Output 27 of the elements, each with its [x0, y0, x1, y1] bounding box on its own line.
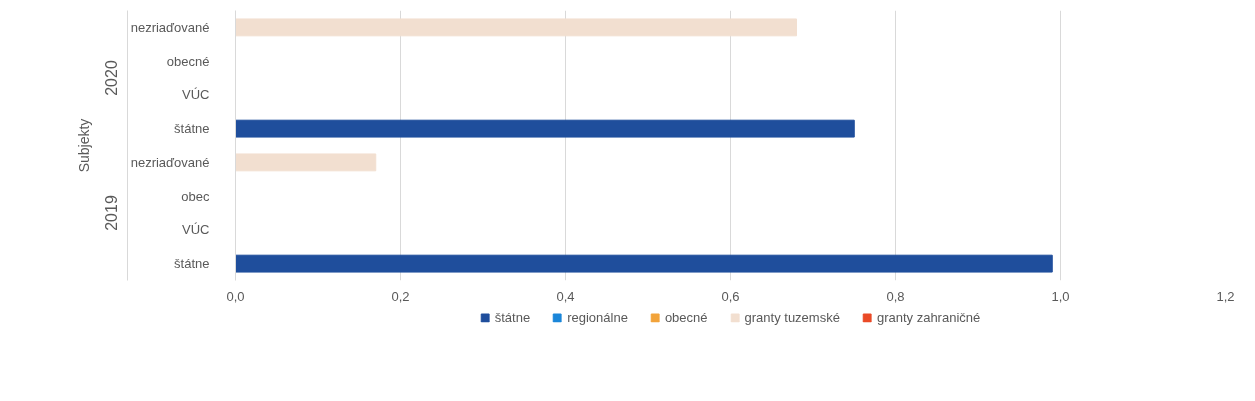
legend-label: granty zahraničné	[876, 309, 981, 325]
x-tick-label: 1,2	[1216, 288, 1235, 304]
bar	[235, 18, 797, 37]
text: 2020	[102, 60, 120, 96]
y-tick-label: obecné	[166, 53, 210, 69]
text: 2019	[102, 195, 120, 231]
y-axis-title: Subjekty	[75, 118, 92, 173]
y-tick-label: štátne	[174, 256, 210, 272]
bar	[235, 119, 855, 138]
y-tick-label: obec	[181, 188, 210, 204]
x-tick-label: 0,6	[721, 288, 740, 304]
legend-label: štátne	[494, 309, 531, 325]
x-tick-label: 0,2	[391, 288, 410, 304]
y-tick-label: VÚC	[182, 222, 210, 238]
y-tick-label: štátne	[174, 121, 210, 137]
y-tick-label: nezriaďované	[130, 19, 210, 35]
x-tick-label: 0,4	[556, 288, 575, 304]
y-tick-label: VÚC	[182, 87, 210, 103]
legend-label: granty tuzemské	[744, 309, 840, 325]
x-tick-label: 0,0	[226, 288, 245, 304]
legend-label: obecné	[664, 309, 708, 325]
x-tick-label: 0,8	[886, 288, 905, 304]
bar	[235, 254, 1053, 273]
x-tick-label: 1,0	[1051, 288, 1070, 304]
legend-label: regionálne	[567, 309, 628, 325]
y-tick-label: nezriaďované	[130, 154, 210, 170]
bar	[235, 153, 377, 172]
